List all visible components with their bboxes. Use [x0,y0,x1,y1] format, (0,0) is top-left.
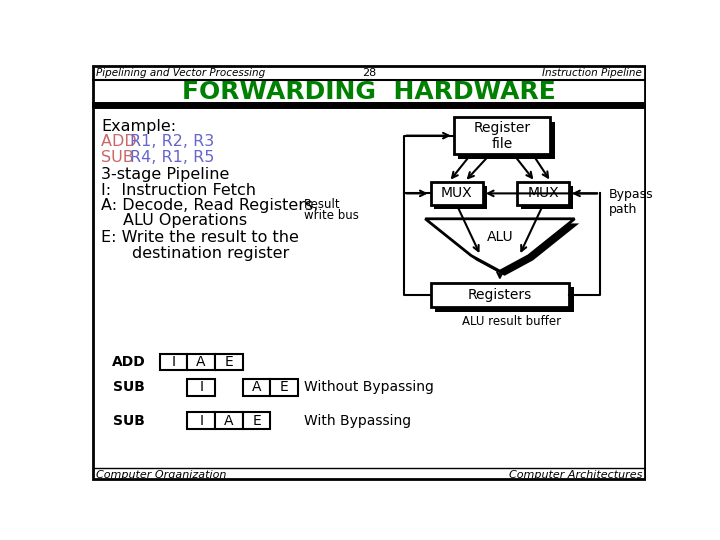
Bar [243,379,271,396]
Text: Pipelining and Vector Processing: Pipelining and Vector Processing [96,68,265,78]
Text: E: Write the result to the: E: Write the result to the [101,231,299,245]
Text: R1, R2, R3: R1, R2, R3 [130,134,215,149]
Text: MUX: MUX [441,186,472,200]
Text: Registers: Registers [468,288,532,302]
Bar [517,182,570,205]
Text: destination register: destination register [132,246,289,261]
Text: Bypass
path: Bypass path [609,188,654,216]
Text: With Bypassing: With Bypassing [305,414,411,428]
Bar [459,122,554,159]
Text: ALU result buffer: ALU result buffer [462,315,561,328]
Text: ADD: ADD [101,134,142,149]
Bar [187,412,215,429]
Text: Computer Organization: Computer Organization [96,470,226,480]
Text: R4, R1, R5: R4, R1, R5 [130,150,215,165]
Bar [187,354,215,370]
Text: 28: 28 [362,68,376,78]
Text: FORWARDING  HARDWARE: FORWARDING HARDWARE [182,80,556,104]
Text: 3-stage Pipeline: 3-stage Pipeline [101,167,230,182]
Text: SUB: SUB [113,380,145,394]
Text: A: A [197,355,206,369]
Bar [243,412,271,429]
Text: Example:: Example: [101,119,176,134]
Bar [434,186,487,209]
Text: write bus: write bus [304,209,359,222]
Bar [454,117,550,154]
Bar [215,412,243,429]
Text: I:  Instruction Fetch: I: Instruction Fetch [101,183,256,198]
Text: A: A [252,380,261,394]
Text: I: I [171,355,176,369]
Text: Without Bypassing: Without Bypassing [305,380,434,394]
Text: E: E [252,414,261,428]
Bar [271,379,298,396]
Polygon shape [426,219,575,271]
Polygon shape [430,224,579,276]
Bar [187,379,215,396]
Text: I: I [199,414,203,428]
Text: Instruction Pipeline: Instruction Pipeline [542,68,642,78]
Text: ADD: ADD [112,355,145,369]
Text: ALU Operations: ALU Operations [122,213,247,228]
Text: Result: Result [304,198,340,211]
Text: E: E [280,380,289,394]
Text: Register
file: Register file [473,120,531,151]
Bar [215,354,243,370]
Text: A: A [224,414,233,428]
Bar [431,283,570,307]
Text: SUB: SUB [113,414,145,428]
Bar [160,354,187,370]
Text: ALU: ALU [487,230,513,244]
Bar [521,186,573,209]
Text: E: E [225,355,233,369]
Text: SUB: SUB [101,150,139,165]
Text: MUX: MUX [527,186,559,200]
Text: Computer Architectures: Computer Architectures [509,470,642,480]
Bar [431,182,483,205]
Bar [435,287,574,312]
Text: I: I [199,380,203,394]
Text: A: Decode, Read Registers,: A: Decode, Read Registers, [101,198,318,213]
